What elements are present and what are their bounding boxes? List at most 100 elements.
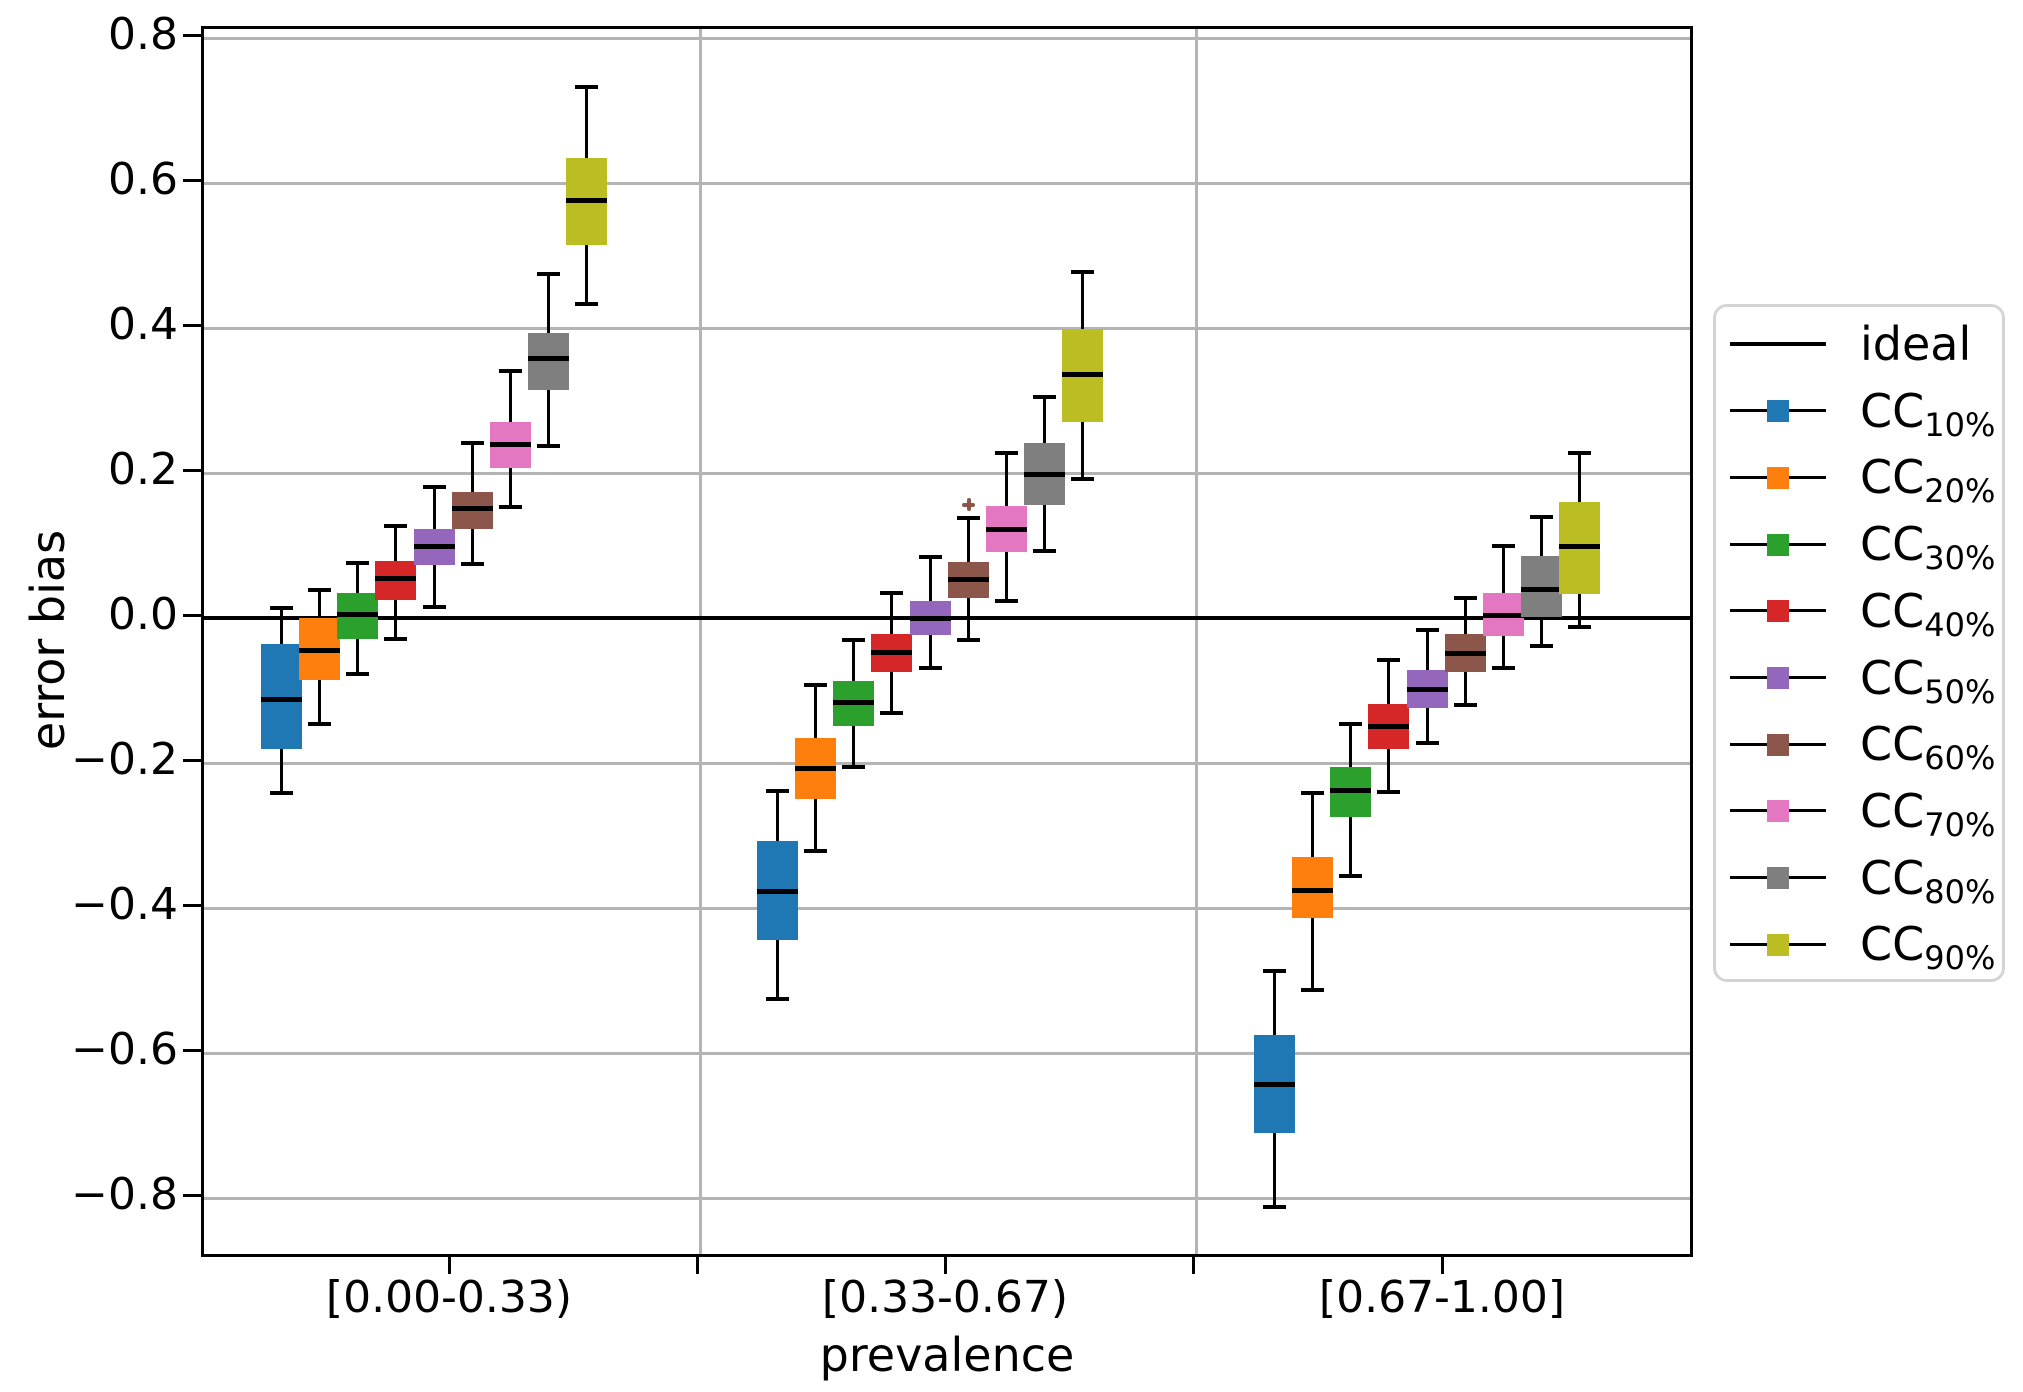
legend-label: CC10% [1860, 383, 1996, 444]
median-cc40-g2 [871, 649, 913, 655]
y-tick-label-0.8: 0.8 [108, 9, 178, 60]
whisker-cap-bottom-cc10-g1 [270, 790, 294, 795]
whisker-cap-bottom-cc30-g2 [842, 764, 866, 769]
x-tick-label-group-2: [0.33-0.67) [821, 1272, 1069, 1323]
y-tick-0.0 [183, 613, 201, 617]
plot-area [201, 26, 1693, 1257]
whisker-cap-bottom-cc90-g2 [1070, 476, 1094, 481]
legend-label-subscript: 60% [1924, 739, 1996, 778]
legend-label-subscript: 10% [1924, 405, 1996, 444]
whisker-cap-top-cc70-g2 [994, 451, 1018, 456]
x-tick-separator-1 [695, 1257, 699, 1274]
flier-cc60 [961, 497, 975, 511]
median-cc50-g1 [413, 543, 455, 549]
box-cc10-g1 [261, 644, 303, 750]
legend-entry-cc30: CC30% [1716, 511, 2002, 577]
y-tick-−0.6 [183, 1048, 201, 1052]
gridline-−0.8 [204, 1196, 1690, 1200]
median-cc10-g1 [261, 696, 303, 702]
median-cc70-g1 [489, 442, 531, 448]
gridline-−0.4 [204, 906, 1690, 910]
box-line-sample [1730, 930, 1826, 958]
legend-entry-ideal: ideal [1716, 311, 2002, 377]
legend-entry-cc20: CC20% [1716, 444, 2002, 510]
legend-marker-swatch [1767, 867, 1789, 890]
panel-separator-1 [698, 29, 702, 1254]
median-cc90-g1 [565, 197, 607, 203]
y-tick-−0.4 [183, 903, 201, 907]
y-tick-label-0.2: 0.2 [108, 444, 178, 495]
whisker-cap-bottom-cc50-g3 [1415, 740, 1439, 745]
box-cc20-g3 [1292, 857, 1334, 919]
x-tick-label-group-3: [0.67-1.00] [1318, 1272, 1566, 1323]
y-tick-label-−0.4: −0.4 [71, 879, 178, 930]
box-cc80-g3 [1520, 556, 1562, 617]
whisker-cap-bottom-cc90-g3 [1567, 625, 1591, 630]
x-tick-group-1 [447, 1257, 451, 1274]
box-line-sample [1730, 530, 1826, 558]
box-line-sample [1730, 597, 1826, 625]
gridline-0.6 [204, 181, 1690, 185]
median-cc90-g2 [1061, 371, 1103, 377]
whisker-cap-top-cc70-g1 [498, 368, 522, 373]
median-cc30-g1 [337, 611, 379, 617]
legend-marker-swatch [1767, 466, 1789, 489]
whisker-cap-top-cc10-g2 [766, 788, 790, 793]
legend-marker-swatch [1767, 933, 1789, 956]
whisker-cap-top-cc30-g3 [1339, 721, 1363, 726]
whisker-cap-bottom-cc40-g1 [384, 637, 408, 642]
whisker-cap-bottom-cc70-g2 [994, 599, 1018, 604]
legend-label: CC90% [1860, 917, 1996, 978]
whisker-cap-bottom-cc90-g1 [574, 302, 598, 307]
y-tick-0.2 [183, 468, 201, 472]
y-tick-label-0.4: 0.4 [108, 299, 178, 350]
whisker-cap-bottom-cc40-g2 [880, 710, 904, 715]
whisker-cap-bottom-cc20-g1 [308, 721, 332, 726]
median-cc10-g2 [757, 888, 799, 894]
whisker-cap-bottom-cc30-g3 [1339, 874, 1363, 879]
whisker-cap-top-cc30-g1 [346, 560, 370, 565]
whisker-cap-top-cc90-g3 [1567, 451, 1591, 456]
legend-marker-swatch [1767, 400, 1789, 423]
legend: ideal CC10% CC20% CC30% CC40% CC50% CC60% CC70%… [1713, 304, 2005, 982]
box-line-sample [1730, 664, 1826, 692]
y-tick-label-0.0: 0.0 [108, 589, 178, 640]
legend-label: CC70% [1860, 783, 1996, 844]
whisker-cap-top-cc40-g2 [880, 590, 904, 595]
legend-label-subscript: 70% [1924, 805, 1996, 844]
median-cc80-g1 [527, 355, 569, 361]
gridline-0.8 [204, 36, 1690, 40]
x-axis-title: prevalence [819, 1328, 1075, 1382]
median-cc80-g3 [1520, 587, 1562, 593]
y-tick-label-−0.8: −0.8 [71, 1169, 178, 1220]
whisker-cap-bottom-cc10-g2 [766, 997, 790, 1002]
median-cc70-g3 [1482, 613, 1524, 619]
whisker-cap-top-cc80-g3 [1529, 515, 1553, 520]
gridline-0.2 [204, 471, 1690, 475]
legend-marker-swatch [1767, 667, 1789, 689]
legend-label: CC50% [1860, 650, 1996, 711]
median-cc30-g3 [1330, 788, 1372, 794]
ideal-line-sample [1730, 330, 1826, 358]
panel-separator-2 [1194, 29, 1198, 1254]
median-cc60-g2 [947, 577, 989, 583]
median-cc70-g2 [985, 527, 1027, 533]
y-tick-label-−0.6: −0.6 [71, 1024, 178, 1075]
legend-marker-swatch [1767, 600, 1789, 623]
legend-label: CC60% [1860, 717, 1996, 778]
y-tick-−0.2 [183, 758, 201, 762]
legend-entry-cc80: CC80% [1716, 845, 2002, 911]
legend-entry-cc90: CC90% [1716, 911, 2002, 977]
whisker-cap-top-cc20-g2 [804, 683, 828, 688]
legend-marker-swatch [1767, 533, 1789, 556]
legend-entry-cc50: CC50% [1716, 645, 2002, 711]
legend-label-subscript: 50% [1924, 672, 1996, 711]
median-cc90-g3 [1558, 544, 1600, 550]
legend-line-swatch [1730, 342, 1826, 346]
whisker-cap-bottom-cc80-g2 [1032, 549, 1056, 554]
whisker-cap-top-cc40-g3 [1377, 658, 1401, 663]
median-cc60-g1 [451, 506, 493, 512]
box-cc80-g1 [527, 333, 569, 390]
legend-marker-swatch [1767, 733, 1789, 756]
